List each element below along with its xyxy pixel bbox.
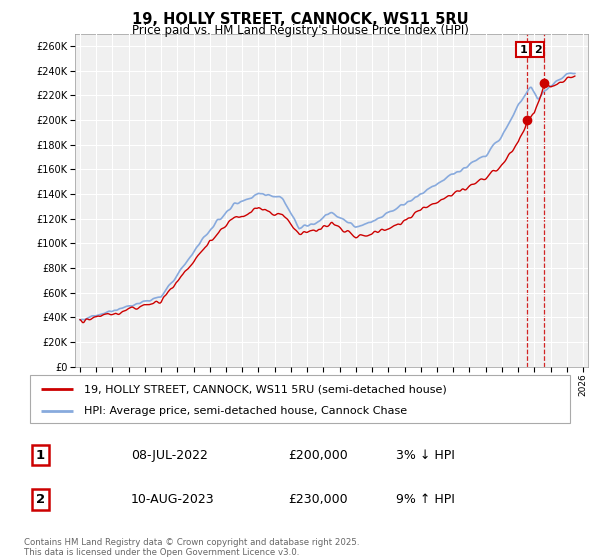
Text: 10-AUG-2023: 10-AUG-2023 [131,493,214,506]
Text: 1: 1 [519,45,527,55]
Text: Price paid vs. HM Land Registry's House Price Index (HPI): Price paid vs. HM Land Registry's House … [131,24,469,36]
Text: £200,000: £200,000 [289,449,349,462]
Text: Contains HM Land Registry data © Crown copyright and database right 2025.
This d: Contains HM Land Registry data © Crown c… [24,538,359,557]
Text: £230,000: £230,000 [289,493,349,506]
Text: HPI: Average price, semi-detached house, Cannock Chase: HPI: Average price, semi-detached house,… [84,406,407,416]
Text: 3% ↓ HPI: 3% ↓ HPI [396,449,455,462]
Text: 2: 2 [36,493,45,506]
Text: 2: 2 [534,45,542,55]
Text: 9% ↑ HPI: 9% ↑ HPI [396,493,455,506]
Text: 19, HOLLY STREET, CANNOCK, WS11 5RU: 19, HOLLY STREET, CANNOCK, WS11 5RU [131,12,469,27]
Text: 1: 1 [36,449,45,462]
Text: 19, HOLLY STREET, CANNOCK, WS11 5RU (semi-detached house): 19, HOLLY STREET, CANNOCK, WS11 5RU (sem… [84,385,447,394]
Text: 08-JUL-2022: 08-JUL-2022 [131,449,208,462]
